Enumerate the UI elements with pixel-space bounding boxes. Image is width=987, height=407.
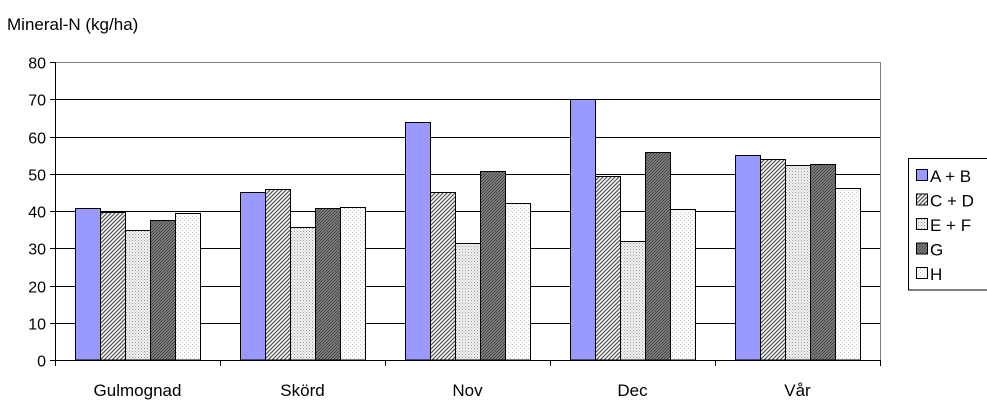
x-category-label: Skörd [280,381,324,400]
y-tick-label: 20 [28,280,46,297]
x-category-label: Gulmognad [94,381,182,400]
bar-ef-skörd [290,227,316,361]
x-category-label: Vår [784,381,811,400]
bar-ef-gulmognad [125,230,151,361]
bar-ef-vår [785,165,811,361]
y-tick-label: 10 [28,317,46,334]
legend-swatch [916,169,928,181]
axis-labels: 0 10 20 30 40 50 60 70 80 Gulmognad Skörd Nov Dec Vår [28,56,811,401]
legend-label: E + F [930,216,971,235]
bar-h-skörd [340,207,366,361]
bar-h-gulmognad [175,213,201,361]
legend-swatch [916,242,928,255]
bar-cd-nov [430,192,456,361]
y-tick-label: 50 [28,168,46,185]
legend-label: A + B [930,167,971,186]
bar-ef-nov [455,243,481,361]
legend-label: G [930,241,943,260]
legend-swatch [916,193,928,206]
bar-cd-gulmognad [100,212,126,361]
bar-g-dec [645,152,671,361]
x-category-label: Nov [452,381,483,400]
y-tick-label: 70 [28,93,46,110]
bar-ab-gulmognad [75,208,101,361]
bar-g-nov [480,171,506,361]
bar-cd-skörd [265,189,291,361]
y-tick-label: 80 [28,56,46,73]
bar-ab-skörd [240,192,266,361]
bar-cd-dec [595,176,621,361]
bar-ab-nov [405,122,431,361]
legend: A + B C + D E + F GH [908,158,987,291]
y-tick-label: 60 [28,131,46,148]
legend-swatch [916,218,928,230]
legend-label: C + D [930,192,974,211]
legend-label: H [930,265,942,284]
bar-cd-vår [760,159,786,361]
legend-swatch [916,267,928,279]
y-tick-label: 40 [28,205,46,222]
bar-ab-dec [570,99,596,361]
bar-ab-vår [735,155,761,361]
bar-h-vår [835,188,861,361]
bars [75,99,861,361]
y-axis-title: Mineral-N (kg/ha) [7,15,139,34]
x-category-label: Dec [617,381,648,400]
bar-h-nov [505,203,531,361]
bar-g-gulmognad [150,220,176,361]
y-tick-label: 0 [37,354,46,371]
bar-h-dec [670,209,696,361]
bar-ef-dec [620,241,646,361]
bar-g-vår [810,164,836,361]
y-tick-label: 30 [28,242,46,259]
bar-g-skörd [315,208,341,361]
